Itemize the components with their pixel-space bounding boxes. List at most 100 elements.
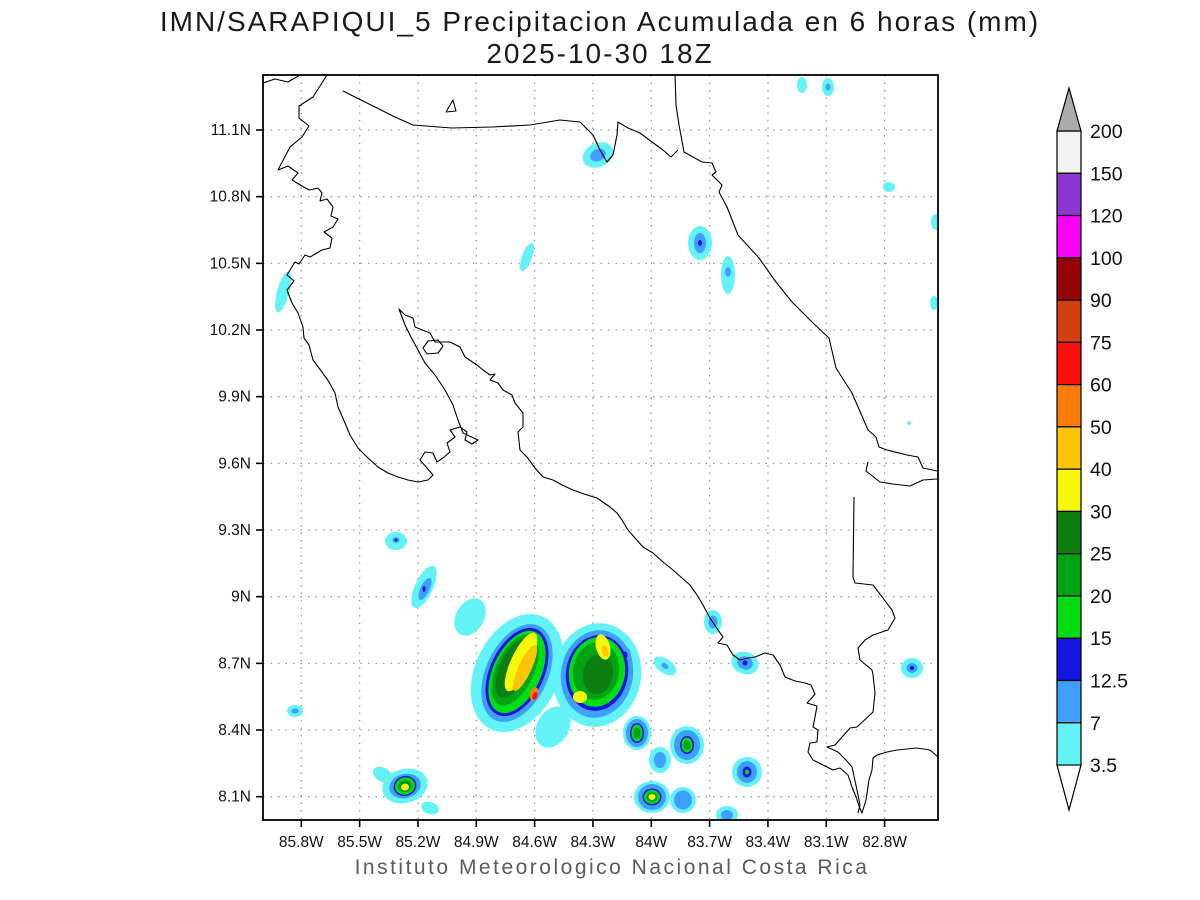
lat-tick-label: 8.4N bbox=[218, 722, 251, 739]
precip-cell bbox=[520, 242, 534, 272]
precip-cell bbox=[883, 182, 895, 192]
colorbar-box bbox=[1056, 637, 1082, 682]
lon-tick-label: 84.6W bbox=[512, 834, 557, 851]
lon-tick-label: 84W bbox=[635, 834, 667, 851]
colorbar-tick-label: 90 bbox=[1090, 290, 1112, 312]
precipitation-layer bbox=[275, 77, 938, 820]
precip-cell bbox=[725, 267, 731, 277]
precip-cell bbox=[291, 708, 299, 714]
colorbar-box bbox=[1056, 341, 1082, 386]
precip-cell bbox=[422, 586, 426, 592]
lon-tick-label: 84.9W bbox=[454, 834, 499, 851]
lon-tick-label: 83.1W bbox=[804, 834, 849, 851]
lat-tick-label: 8.1N bbox=[218, 789, 251, 806]
precip-cell bbox=[275, 271, 291, 313]
precip-cell bbox=[931, 214, 938, 230]
colorbar-box bbox=[1056, 679, 1082, 724]
precip-cell bbox=[573, 691, 587, 703]
colorbar-box bbox=[1056, 299, 1082, 343]
precip-cell bbox=[698, 240, 702, 246]
lon-tick-label: 85.8W bbox=[279, 834, 324, 851]
page-title: IMN/SARAPIQUI_5 Precipitacion Acumulada … bbox=[159, 6, 1041, 37]
lat-tick-label: 9N bbox=[231, 589, 251, 606]
precip-cell bbox=[633, 727, 641, 739]
precip-cell bbox=[797, 77, 807, 93]
precip-cell bbox=[372, 766, 394, 784]
colorbar-box bbox=[1056, 257, 1082, 301]
costa-rica-panama-border bbox=[826, 496, 896, 814]
precip-cell bbox=[622, 651, 628, 659]
precip-cell bbox=[721, 810, 733, 820]
lon-tick-label: 83.7W bbox=[687, 834, 732, 851]
colorbar-tick-label: 25 bbox=[1090, 544, 1112, 566]
precip-cell bbox=[745, 769, 749, 775]
plot-border bbox=[262, 74, 939, 821]
lat-tick-label: 9.6N bbox=[218, 455, 251, 472]
colorbar-tick-label: 40 bbox=[1090, 459, 1112, 481]
precip-cell bbox=[825, 83, 831, 91]
colorbar-tick-label: 60 bbox=[1090, 375, 1112, 397]
colorbar-tick-label: 7 bbox=[1090, 713, 1101, 735]
colorbar-box bbox=[1056, 130, 1082, 174]
precip-cell bbox=[910, 666, 914, 670]
colorbar-box bbox=[1056, 722, 1082, 766]
colorbar-box bbox=[1056, 553, 1082, 597]
precip-cell bbox=[421, 801, 439, 815]
precip-cell bbox=[742, 660, 748, 666]
lon-tick-label: 82.8W bbox=[862, 834, 907, 851]
colorbar-tick-label: 200 bbox=[1090, 121, 1123, 143]
precip-cell bbox=[930, 296, 938, 310]
axes: 85.8W 85.5W 85.2W 84.9W 84.6W 84.3W 84W 83.7W 83… bbox=[210, 122, 908, 851]
lat-tick-label: 9.9N bbox=[218, 389, 251, 406]
colorbar-above-max-arrow bbox=[1056, 85, 1082, 132]
credit-text: Instituto Meteorologico Nacional Costa R… bbox=[354, 856, 870, 879]
colorbar-tick-label: 50 bbox=[1090, 417, 1112, 439]
colorbar-box bbox=[1056, 172, 1082, 217]
precip-cell bbox=[454, 598, 486, 636]
northwest-corner-coastline bbox=[263, 75, 301, 84]
precip-cell bbox=[532, 692, 538, 700]
colorbar-tick-label: 20 bbox=[1090, 586, 1112, 608]
lat-tick-label: 11.1N bbox=[211, 122, 251, 139]
lat-tick-label: 9.3N bbox=[218, 522, 251, 539]
colorbar: 200 150 120 100 90 75 60 50 40 30 25 20 15 12.5 7 3.5 bbox=[1056, 85, 1128, 813]
lat-tick-label: 10.8N bbox=[210, 189, 251, 206]
colorbar-box bbox=[1056, 595, 1082, 639]
valid-time-subtitle: 2025-10-30 18Z bbox=[486, 38, 714, 69]
precip-cell bbox=[601, 645, 609, 657]
precip-cell bbox=[674, 790, 692, 810]
precip-cell bbox=[590, 148, 606, 162]
colorbar-tick-label: 100 bbox=[1090, 248, 1123, 270]
precip-cell bbox=[401, 783, 409, 791]
pacific-coastline bbox=[277, 75, 938, 814]
colorbar-box bbox=[1056, 384, 1082, 428]
colorbar-tick-label: 75 bbox=[1090, 332, 1112, 354]
lat-tick-label: 8.7N bbox=[218, 655, 251, 672]
precip-band-c40 bbox=[512, 645, 609, 691]
lat-tick-label: 10.2N bbox=[210, 322, 251, 339]
colorbar-box bbox=[1056, 468, 1082, 513]
colorbar-tick-label: 30 bbox=[1090, 501, 1112, 523]
colorbar-tick-label: 15 bbox=[1090, 628, 1112, 650]
precip-cell bbox=[648, 794, 656, 800]
caribbean-coastline bbox=[674, 75, 938, 472]
colorbar-box bbox=[1056, 426, 1082, 470]
lon-tick-label: 84.3W bbox=[571, 834, 616, 851]
colorbar-tick-label: 120 bbox=[1090, 206, 1123, 228]
colorbar-tick-label: 150 bbox=[1090, 163, 1123, 185]
lake-island-outline bbox=[445, 99, 457, 113]
lon-tick-label: 85.5W bbox=[337, 834, 382, 851]
precip-cell bbox=[907, 421, 911, 425]
lon-tick-label: 85.2W bbox=[396, 834, 441, 851]
precip-cell bbox=[661, 662, 669, 670]
coastline-layer bbox=[263, 75, 938, 814]
precip-cell bbox=[654, 752, 666, 768]
precip-cell bbox=[683, 740, 691, 750]
colorbar-below-min-arrow bbox=[1056, 764, 1082, 813]
chira-island-outline bbox=[422, 339, 444, 355]
lake-nicaragua-shoreline bbox=[342, 90, 679, 163]
colorbar-box bbox=[1056, 510, 1082, 555]
colorbar-box bbox=[1056, 214, 1082, 259]
precip-band-c60 bbox=[532, 692, 538, 700]
